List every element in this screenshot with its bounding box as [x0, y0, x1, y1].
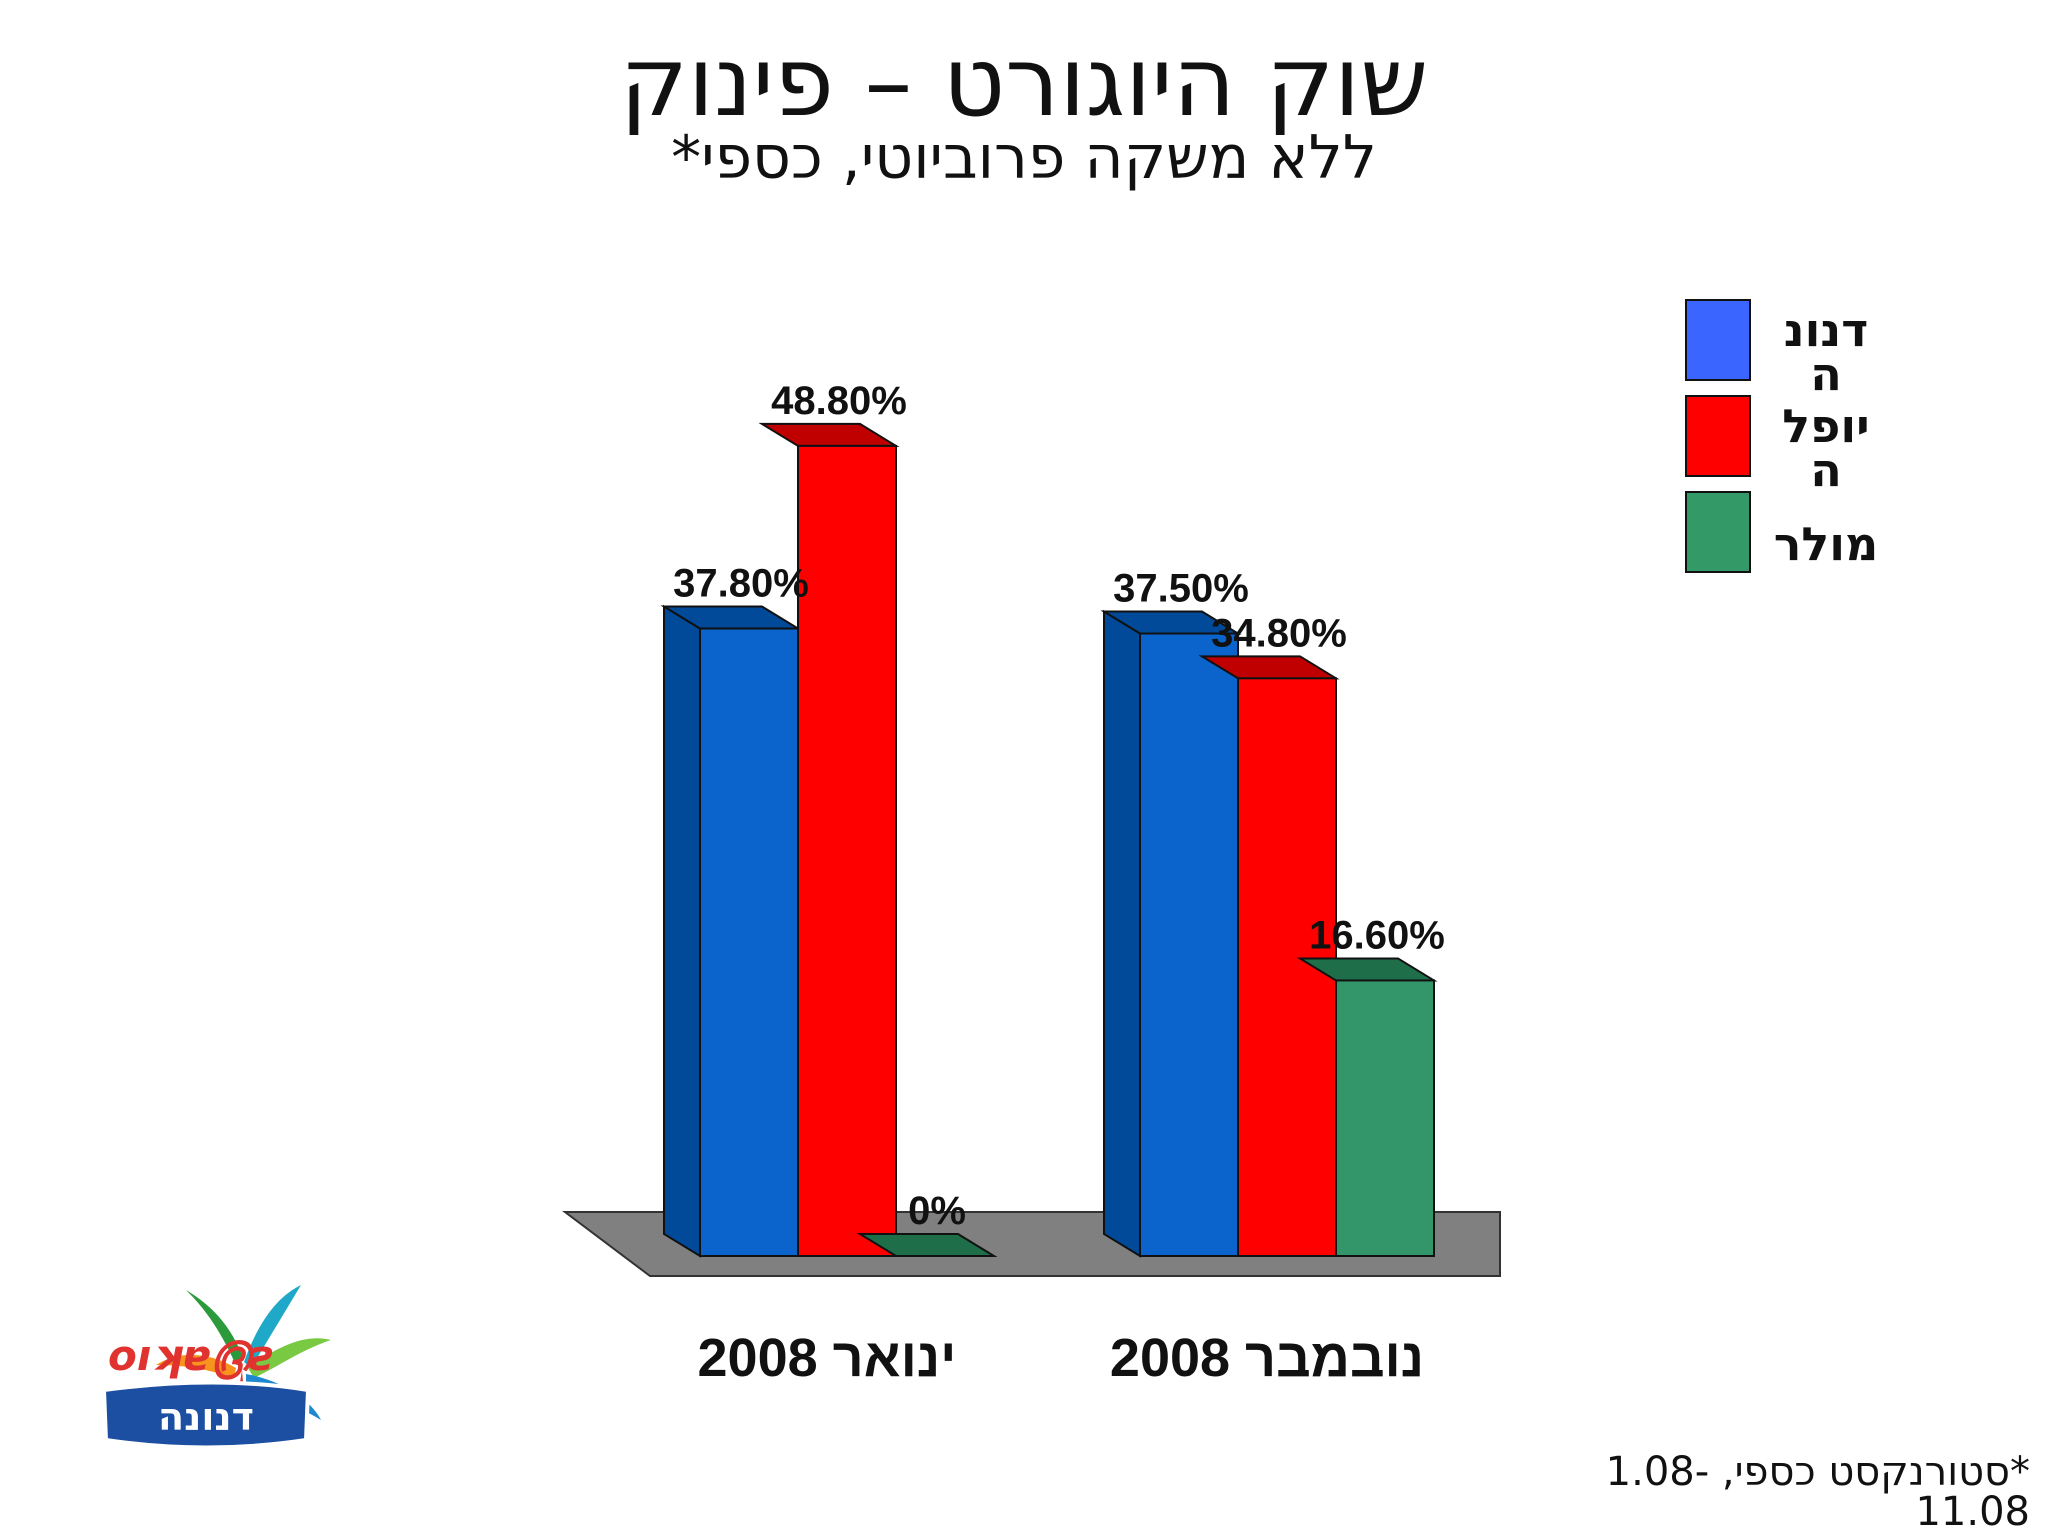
bar-yoplait-1-top [758, 422, 900, 447]
logo-strauss-text: oıʞɐ൫ƨ [108, 1331, 275, 1380]
chart-title: שוק היוגורט – פינוק [619, 26, 1429, 138]
data-label-muller-1: 0% [908, 1189, 966, 1233]
bar-danone-2-side [1103, 609, 1141, 1258]
bar-muller-1 [856, 1233, 998, 1257]
footnote: *סטורנקסט כספי, 1.08-11.08 [1605, 1449, 2030, 1535]
data-label-danone-2: 37.50% [1113, 567, 1249, 611]
legend-label-yoplait: ה [1810, 443, 1842, 497]
category-labels-group: ינואר 2008 נובמבר 2008 [698, 1328, 1425, 1388]
data-labels-group: 37.80% 48.80% 0% 37.50%34.80% 16.60% [673, 379, 1445, 1233]
category-label-2: נובמבר 2008 [1110, 1328, 1424, 1388]
bars-group [660, 422, 1438, 1258]
bar-danone-1 [699, 627, 799, 1257]
data-label-yoplait-2: 34.80% [1211, 611, 1347, 655]
chart-subtitle: ללא משקה פרוביוטי, כספי* [671, 123, 1377, 193]
data-label-muller-2: 16.60% [1309, 913, 1445, 957]
legend-label-danone: דנונ [1784, 303, 1869, 357]
logo-danone-badge: דנונה [101, 1380, 311, 1450]
bar-danone-1-side [663, 604, 701, 1258]
bar-yoplait-1 [797, 444, 897, 1258]
data-label-yoplait-1: 48.80% [771, 379, 907, 423]
legend-swatch-muller [1685, 491, 1751, 573]
strauss-danone-logo: oıʞɐ൫ƨ דנונה [101, 1285, 331, 1450]
logo-danone-text: דנונה [158, 1395, 254, 1439]
bar-muller-2 [1335, 979, 1435, 1257]
category-label-1: ינואר 2008 [698, 1328, 957, 1388]
legend-swatch-yoplait [1685, 395, 1751, 477]
legend-label-danone: ה [1810, 347, 1842, 401]
data-label-danone-1: 37.80% [673, 562, 809, 606]
legend-label-yoplait: יופל [1782, 399, 1869, 453]
bar-danone-2 [1139, 632, 1239, 1257]
legend-swatch-danone [1685, 299, 1751, 381]
legend-label-muller: מולר [1774, 517, 1879, 571]
